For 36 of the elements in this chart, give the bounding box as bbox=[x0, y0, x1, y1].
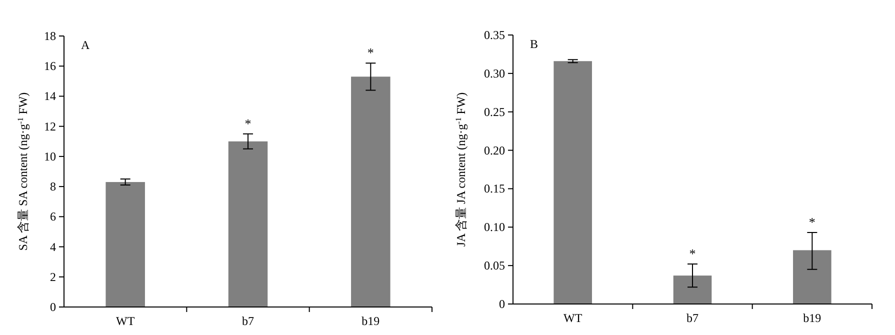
y-tick-label: 0.05 bbox=[484, 258, 505, 273]
y-tick-label: 0.35 bbox=[484, 28, 505, 42]
y-tick-label: 2 bbox=[50, 270, 56, 284]
x-tick-label: b19 bbox=[803, 311, 822, 325]
annotation: * bbox=[244, 116, 252, 131]
y-tick-label: 16 bbox=[44, 59, 56, 74]
annotation: A bbox=[81, 38, 90, 52]
bar bbox=[106, 182, 145, 307]
y-tick-label: 0 bbox=[499, 297, 505, 311]
y-tick-label: 0.30 bbox=[484, 66, 505, 80]
x-tick-label: WT bbox=[116, 314, 136, 328]
y-tick-label: 6 bbox=[50, 210, 56, 224]
y-tick-label: 12 bbox=[44, 119, 56, 134]
bar bbox=[554, 61, 592, 304]
annotation: * bbox=[367, 45, 374, 60]
y-tick-label: 0.10 bbox=[484, 220, 505, 234]
y-tick-label: 0 bbox=[50, 300, 56, 314]
y-tick-label: 10 bbox=[44, 149, 56, 164]
y-tick-label: 8 bbox=[50, 180, 56, 194]
y-tick-label: 4 bbox=[50, 240, 56, 254]
annotation: * bbox=[808, 214, 816, 230]
y-tick-label: 14 bbox=[44, 89, 56, 104]
bar bbox=[351, 76, 390, 307]
bar bbox=[228, 141, 268, 307]
bar bbox=[673, 276, 712, 304]
bar bbox=[793, 250, 832, 304]
y-tick-label: 18 bbox=[44, 29, 56, 43]
y-tick-label: 0.15 bbox=[484, 182, 505, 196]
annotation: B bbox=[530, 37, 538, 51]
x-tick-label: WT bbox=[564, 311, 583, 325]
x-tick-label: b7 bbox=[686, 311, 698, 325]
annotation: * bbox=[689, 246, 696, 262]
y-tick-label: 0.25 bbox=[484, 104, 505, 119]
y-tick-label: 0.20 bbox=[484, 143, 505, 158]
x-tick-label: b7 bbox=[242, 314, 254, 328]
x-tick-label: b19 bbox=[362, 314, 380, 328]
